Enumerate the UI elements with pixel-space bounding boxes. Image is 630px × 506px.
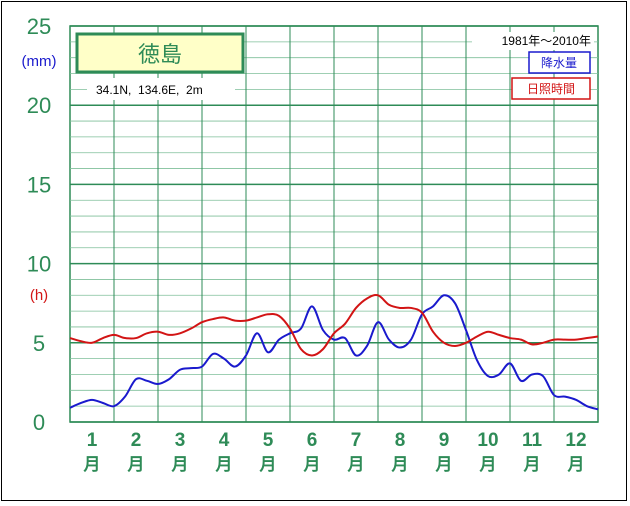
sun-unit-label: (h) [30,287,48,304]
legend-precip-box [528,51,591,74]
x-tick-month-suffix: 月 [391,455,409,475]
y-tick-label: 15 [27,172,51,197]
x-tick-month-number: 10 [477,430,498,451]
grid [70,25,598,423]
x-tick-month-suffix: 月 [83,455,101,475]
legend-sun: 日照時間 [527,82,575,96]
x-tick-month-suffix: 月 [171,455,189,475]
x-tick-month-suffix: 月 [259,455,277,475]
y-tick-label: 10 [27,252,51,277]
x-tick-month-suffix: 月 [127,455,145,475]
x-tick-month-number: 6 [307,430,318,451]
series-group [69,294,599,411]
x-tick-month-suffix: 月 [347,455,365,475]
x-tick-month-suffix: 月 [523,455,541,475]
station-coords: 34.1N, 134.6E, 2m [96,83,203,97]
y-tick-label: 5 [33,331,45,356]
coords-box [87,78,235,100]
x-tick-month-number: 4 [219,430,230,451]
legend-precip: 降水量 [541,56,577,70]
x-tick-month-number: 12 [565,430,586,451]
x-tick-month-number: 2 [131,430,142,451]
x-tick-month-number: 7 [351,430,362,451]
x-tick-month-number: 5 [263,430,274,451]
x-tick-month-number: 8 [395,430,406,451]
station-name: 徳島 [138,43,182,68]
legend-sun-box [511,77,591,100]
y-tick-label: 0 [33,410,45,435]
y-tick-label: 20 [27,93,51,118]
x-tick-month-number: 1 [87,430,98,451]
x-tick-month-suffix: 月 [435,455,453,475]
x-tick-month-number: 3 [175,430,186,451]
y-tick-label: 25 [27,14,51,39]
precip-unit-label: (mm) [22,53,57,70]
x-tick-month-number: 11 [522,430,543,451]
period-label: 1981年〜2010年 [502,34,591,48]
x-tick-month-suffix: 月 [215,455,233,475]
period-box [472,32,594,50]
x-tick-month-suffix: 月 [567,455,585,475]
x-tick-month-number: 9 [439,430,450,451]
x-tick-month-suffix: 月 [303,455,321,475]
x-tick-month-suffix: 月 [479,455,497,475]
precipitation-line [69,294,599,411]
x-axis-ticks: 1 月 2 月 3 月 4 月 5 月 6 月 7 月 8 月 9 月 10 月 11 月 12 月 [83,430,587,475]
y-axis-ticks: 25 20 15 10 5 0 [27,14,51,435]
sunshine-line [69,294,599,357]
station-name-box [75,32,245,74]
